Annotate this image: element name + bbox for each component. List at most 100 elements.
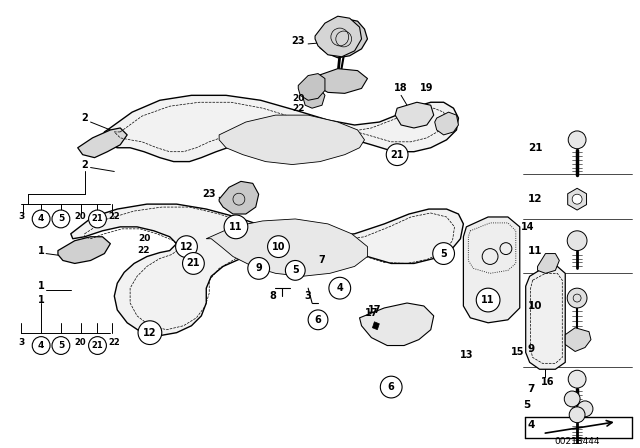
Text: 9: 9 [527, 345, 535, 354]
Text: 20: 20 [75, 212, 86, 221]
Polygon shape [538, 254, 559, 273]
Circle shape [568, 131, 586, 149]
Circle shape [329, 277, 351, 299]
Text: 21: 21 [390, 150, 404, 159]
Text: 12: 12 [180, 241, 193, 252]
Circle shape [285, 260, 305, 280]
Text: 9: 9 [255, 263, 262, 273]
Text: 17: 17 [367, 305, 381, 315]
Text: 4: 4 [38, 215, 44, 224]
Polygon shape [298, 73, 325, 100]
Text: 5: 5 [523, 400, 530, 410]
Circle shape [380, 376, 402, 398]
Text: 22: 22 [108, 212, 120, 221]
Circle shape [476, 288, 500, 312]
Circle shape [88, 336, 106, 354]
Circle shape [248, 258, 269, 279]
Text: 15: 15 [511, 348, 525, 358]
Text: 4: 4 [38, 341, 44, 350]
Text: 17: 17 [365, 308, 378, 318]
Circle shape [577, 401, 593, 417]
Text: 1: 1 [38, 246, 45, 256]
Text: 19: 19 [420, 83, 433, 94]
Text: 6: 6 [315, 315, 321, 325]
Text: 16: 16 [541, 377, 554, 387]
Polygon shape [435, 112, 458, 135]
Text: 5: 5 [58, 215, 64, 224]
Text: 21: 21 [187, 258, 200, 268]
Text: 12: 12 [527, 194, 542, 204]
Text: 20: 20 [75, 338, 86, 347]
Text: 18: 18 [394, 83, 408, 94]
Text: 00213444: 00213444 [554, 437, 600, 446]
Text: 4: 4 [337, 283, 343, 293]
Circle shape [567, 288, 587, 308]
Text: 2: 2 [81, 159, 88, 169]
Circle shape [224, 215, 248, 239]
Polygon shape [463, 217, 520, 323]
Text: 2: 2 [81, 113, 88, 123]
Polygon shape [102, 95, 458, 162]
Polygon shape [303, 88, 325, 108]
Text: 11: 11 [481, 295, 495, 305]
Text: 21: 21 [527, 143, 542, 153]
Circle shape [387, 144, 408, 166]
Circle shape [564, 391, 580, 407]
Text: 12: 12 [143, 327, 157, 338]
Polygon shape [206, 219, 367, 276]
Polygon shape [219, 181, 259, 214]
Text: 5: 5 [292, 265, 299, 276]
Polygon shape [395, 102, 434, 128]
Polygon shape [71, 204, 463, 336]
Polygon shape [372, 322, 380, 330]
Circle shape [572, 194, 582, 204]
Circle shape [88, 210, 106, 228]
Text: 22: 22 [138, 246, 150, 255]
Polygon shape [565, 328, 591, 352]
Text: 13: 13 [460, 350, 473, 361]
Polygon shape [574, 446, 580, 448]
Polygon shape [360, 303, 434, 345]
Text: 21: 21 [92, 341, 104, 350]
Text: 1: 1 [38, 281, 45, 291]
Circle shape [175, 236, 197, 258]
Circle shape [182, 253, 204, 274]
Text: 5: 5 [440, 249, 447, 258]
Text: 21: 21 [92, 215, 104, 224]
Polygon shape [320, 19, 367, 58]
Text: 6: 6 [388, 382, 395, 392]
Text: 1: 1 [38, 295, 45, 305]
Text: 7: 7 [319, 255, 325, 266]
Polygon shape [219, 115, 365, 164]
Text: 14: 14 [521, 222, 534, 232]
Circle shape [569, 407, 585, 422]
Text: 3: 3 [18, 338, 24, 347]
Text: 3: 3 [305, 291, 312, 301]
Text: 10: 10 [527, 301, 542, 311]
Circle shape [308, 310, 328, 330]
Polygon shape [315, 16, 362, 57]
Polygon shape [568, 188, 586, 210]
Text: 10: 10 [272, 241, 285, 252]
Text: 20: 20 [138, 234, 150, 243]
Polygon shape [77, 128, 127, 158]
Text: 22: 22 [108, 338, 120, 347]
Polygon shape [315, 69, 367, 93]
Text: 22: 22 [292, 103, 305, 113]
Circle shape [52, 210, 70, 228]
Text: 3: 3 [18, 212, 24, 221]
Circle shape [568, 370, 586, 388]
Polygon shape [525, 267, 565, 369]
Text: 8: 8 [269, 291, 276, 301]
Text: 4: 4 [527, 420, 535, 430]
Polygon shape [58, 237, 110, 263]
Circle shape [32, 210, 50, 228]
Text: 11: 11 [229, 222, 243, 232]
Circle shape [32, 336, 50, 354]
Text: 20: 20 [292, 94, 305, 103]
Text: 23: 23 [202, 189, 216, 199]
Text: 23: 23 [291, 36, 305, 46]
Circle shape [138, 321, 162, 345]
Text: 7: 7 [527, 384, 535, 394]
Text: 11: 11 [527, 246, 542, 256]
